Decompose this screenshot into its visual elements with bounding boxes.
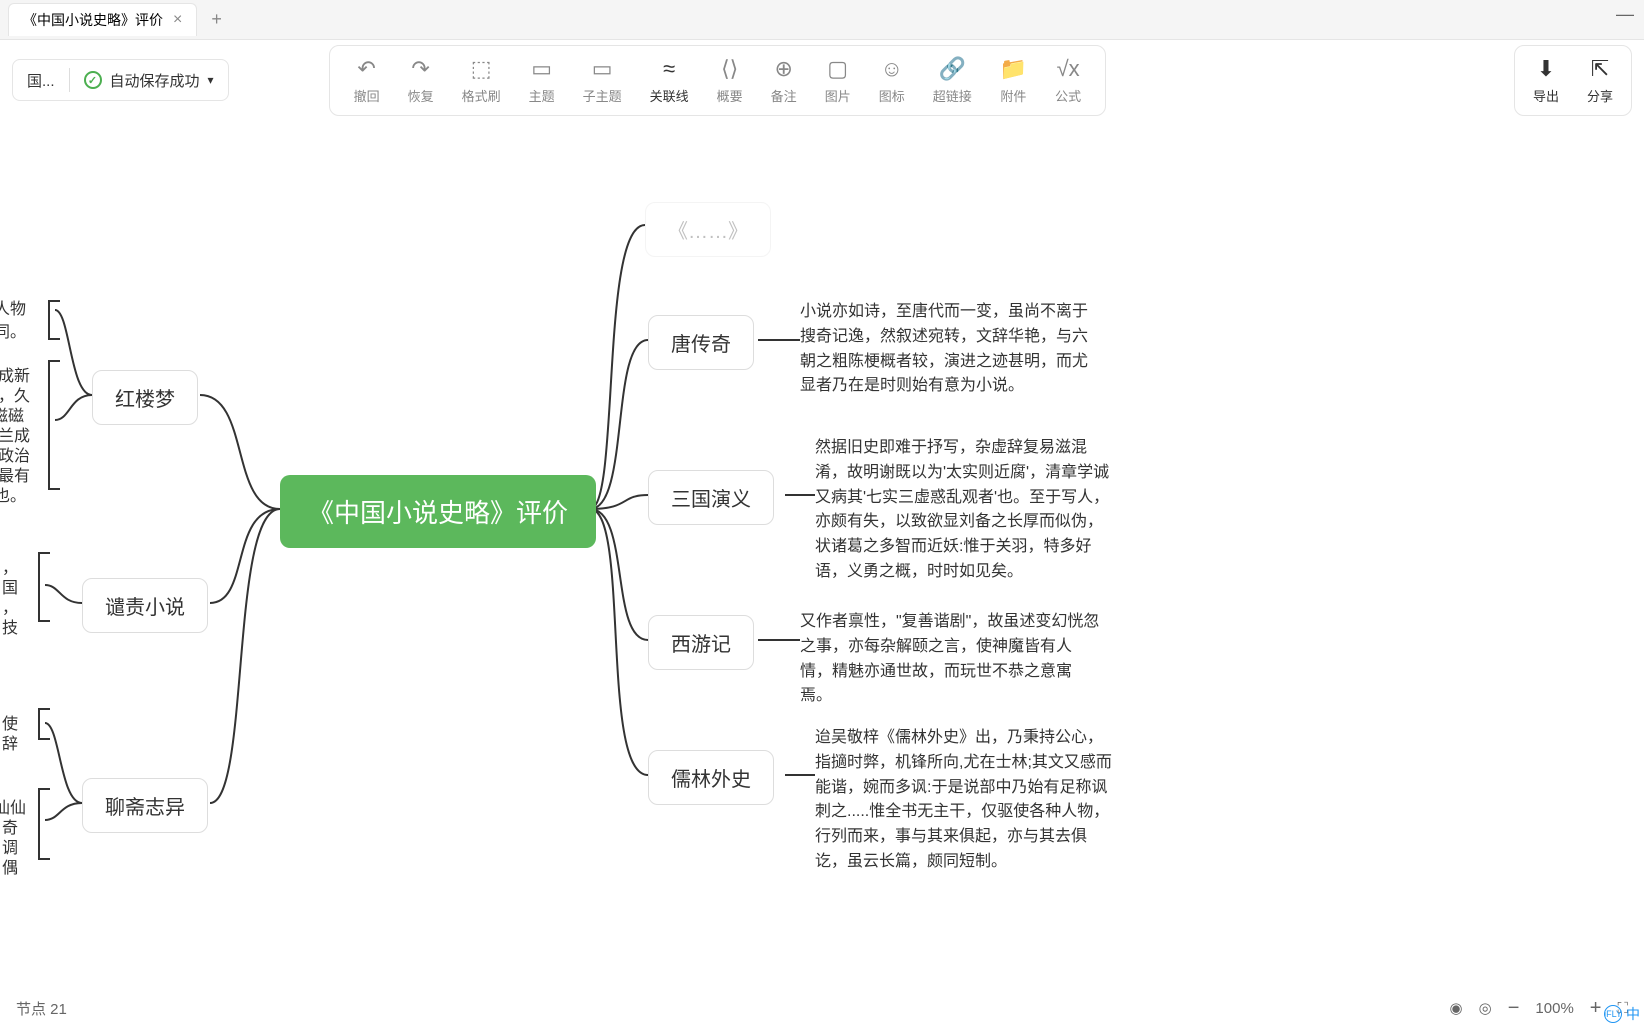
zoom-level: 100% xyxy=(1535,1000,1573,1017)
close-icon[interactable]: × xyxy=(173,11,182,29)
root-node[interactable]: 《中国小说史略》评价 xyxy=(280,475,596,548)
tool-label: 导出 xyxy=(1533,86,1559,105)
desc-rlws[interactable]: 迨吴敬梓《儒林外史》出，乃秉持公心，指擿时弊，机锋所向,尤在士林;其文又感而能谐… xyxy=(815,726,1115,875)
tab-bar: 《中国小说史略》评价 × + xyxy=(0,0,1644,40)
document-tab[interactable]: 《中国小说史略》评价 × xyxy=(8,3,197,36)
right-toolbar: ⬇ 导出 ⇱ 分享 xyxy=(1514,45,1632,116)
text-fragment: 人物 xyxy=(0,295,26,319)
tool-label: 主题 xyxy=(529,86,555,105)
tool-label: 关联线 xyxy=(650,86,689,105)
tool-概要[interactable]: ⟨⟩ 概要 xyxy=(703,52,757,109)
tool-公式[interactable]: √x 公式 xyxy=(1041,52,1095,109)
bracket xyxy=(38,708,50,740)
tool-icon: ▭ xyxy=(592,56,613,82)
desc-xyj[interactable]: 又作者禀性，"复善谐剧"，故虽述变幻恍忽之事，亦每杂解颐之言，使神魔皆有人情，精… xyxy=(800,610,1100,709)
tool-icon: ☺ xyxy=(880,56,902,82)
target-icon[interactable]: ◎ xyxy=(1479,999,1492,1017)
footer-controls: ◉ ◎ − 100% + ⛶ xyxy=(1450,997,1628,1020)
tool-导出[interactable]: ⬇ 导出 xyxy=(1519,52,1573,109)
autosave-status: 自动保存成功 xyxy=(110,70,200,91)
tool-格式刷[interactable]: ⬚ 格式刷 xyxy=(448,52,515,109)
bracket xyxy=(38,552,50,622)
node-hidden[interactable]: 《……》 xyxy=(645,202,771,257)
tool-label: 备注 xyxy=(771,86,797,105)
tool-备注[interactable]: ⊕ 备注 xyxy=(757,52,811,109)
tool-icon: 📁 xyxy=(1000,56,1027,82)
tool-icon: ▢ xyxy=(827,56,848,82)
tool-子主题[interactable]: ▭ 子主题 xyxy=(569,52,636,109)
top-row: 国... ✓ 自动保存成功 ▾ ↶ 撤回 ↷ 恢复 ⬚ 格式刷 ▭ 主题 ▭ 子主题 ≈ 关联线 ⟨⟩ 概… xyxy=(0,40,1644,120)
tool-label: 图标 xyxy=(879,86,905,105)
tool-icon: ▭ xyxy=(531,56,552,82)
tool-icon: ⇱ xyxy=(1591,56,1609,82)
text-fragment: 技 xyxy=(2,614,18,638)
ifly-icon: iFLY xyxy=(1604,1005,1622,1023)
status-bar: 节点 21 ◉ ◎ − 100% + ⛶ xyxy=(0,988,1644,1028)
node-qzxs[interactable]: 谴责小说 xyxy=(82,578,208,633)
tab-title: 《中国小说史略》评价 xyxy=(23,10,163,30)
add-tab-button[interactable]: + xyxy=(211,9,222,30)
tool-icon: ⬇ xyxy=(1537,56,1555,82)
text-fragment: 偶 xyxy=(2,854,18,878)
tool-label: 格式刷 xyxy=(462,86,501,105)
text-fragment: 同。 xyxy=(0,318,26,342)
ime-indicator[interactable]: iFLY 中 xyxy=(1604,1004,1640,1024)
tool-分享[interactable]: ⇱ 分享 xyxy=(1573,52,1627,109)
tool-label: 图片 xyxy=(825,86,851,105)
divider xyxy=(69,68,70,92)
tool-label: 恢复 xyxy=(408,86,434,105)
node-lzzy[interactable]: 聊斋志异 xyxy=(82,778,208,833)
node-count: 节点 21 xyxy=(16,998,1450,1019)
tool-撤回[interactable]: ↶ 撤回 xyxy=(340,52,394,109)
tool-图片[interactable]: ▢ 图片 xyxy=(811,52,865,109)
tool-icon: ↷ xyxy=(411,56,429,82)
text-fragment: 辞 xyxy=(2,730,18,754)
ime-lang: 中 xyxy=(1626,1004,1640,1024)
main-toolbar: ↶ 撤回 ↷ 恢复 ⬚ 格式刷 ▭ 主题 ▭ 子主题 ≈ 关联线 ⟨⟩ 概要 ⊕ 备注 ▢ 图片 ☺ 图标 🔗 超链接 📁 附… xyxy=(329,45,1107,116)
tool-恢复[interactable]: ↷ 恢复 xyxy=(394,52,448,109)
autosave-prefix: 国... xyxy=(27,70,55,91)
tool-icon: ↶ xyxy=(357,56,375,82)
tool-图标[interactable]: ☺ 图标 xyxy=(865,52,919,109)
node-rlws[interactable]: 儒林外史 xyxy=(648,750,774,805)
node-xyj[interactable]: 西游记 xyxy=(648,615,754,670)
node-sgy[interactable]: 三国演义 xyxy=(648,470,774,525)
autosave-indicator[interactable]: 国... ✓ 自动保存成功 ▾ xyxy=(12,59,229,101)
node-hlm[interactable]: 红楼梦 xyxy=(92,370,198,425)
bracket xyxy=(38,788,50,860)
chevron-down-icon: ▾ xyxy=(208,73,214,87)
check-icon: ✓ xyxy=(84,71,102,89)
tool-label: 概要 xyxy=(717,86,743,105)
cursor-icon[interactable]: ◉ xyxy=(1450,999,1463,1017)
tool-icon: ≈ xyxy=(663,56,675,82)
tool-label: 超链接 xyxy=(933,86,972,105)
desc-sgy[interactable]: 然据旧史即难于抒写，杂虚辞复易滋混淆，故明谢既以为'太实则近腐'，清章学诚又病其… xyxy=(815,436,1115,585)
tool-icon: ⬚ xyxy=(471,56,492,82)
desc-tcq[interactable]: 小说亦如诗，至唐代而一变，虽尚不离于搜奇记逸，然叙述宛转，文辞华艳，与六朝之粗陈… xyxy=(800,300,1100,399)
text-fragment: 也。 xyxy=(0,482,26,506)
node-tcq[interactable]: 唐传奇 xyxy=(648,315,754,370)
zoom-in-button[interactable]: + xyxy=(1590,997,1602,1020)
tool-关联线[interactable]: ≈ 关联线 xyxy=(636,52,703,109)
window-minimize[interactable]: — xyxy=(1606,0,1644,29)
tool-icon: ⟨⟩ xyxy=(721,56,738,82)
tool-超链接[interactable]: 🔗 超链接 xyxy=(919,52,986,109)
tool-icon: √x xyxy=(1057,56,1080,82)
tool-label: 公式 xyxy=(1055,86,1081,105)
mindmap-canvas[interactable]: 《中国小说史略》评价 《……》唐传奇小说亦如诗，至唐代而一变，虽尚不离于搜奇记逸，… xyxy=(0,120,1644,988)
tool-附件[interactable]: 📁 附件 xyxy=(986,52,1041,109)
tool-主题[interactable]: ▭ 主题 xyxy=(515,52,569,109)
tool-label: 附件 xyxy=(1000,86,1026,105)
bracket xyxy=(48,360,60,490)
tool-icon: ⊕ xyxy=(774,56,792,82)
tool-label: 分享 xyxy=(1587,86,1613,105)
zoom-out-button[interactable]: − xyxy=(1508,997,1520,1020)
tool-icon: 🔗 xyxy=(939,56,966,82)
tool-label: 子主题 xyxy=(583,86,622,105)
bracket xyxy=(48,300,60,340)
tool-label: 撤回 xyxy=(354,86,380,105)
